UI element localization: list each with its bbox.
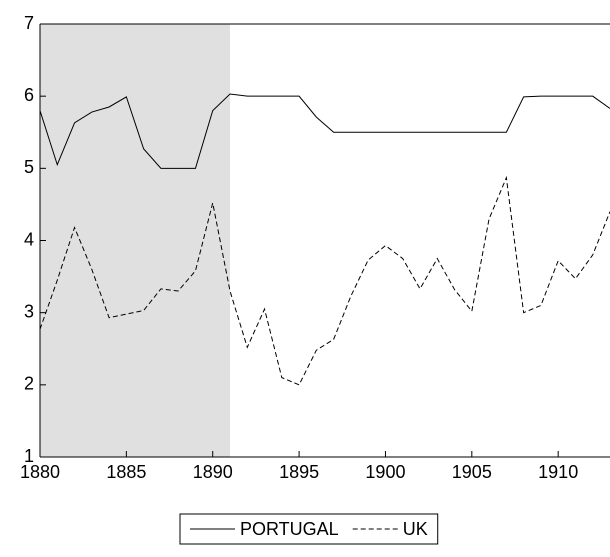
x-tick-label: 1900	[365, 462, 405, 482]
shaded-region	[40, 24, 230, 457]
y-tick-label: 1	[24, 446, 34, 466]
legend-label: PORTUGAL	[240, 519, 339, 539]
y-tick-label: 5	[24, 157, 34, 177]
y-tick-label: 6	[24, 85, 34, 105]
x-tick-label: 1905	[452, 462, 492, 482]
y-tick-label: 7	[24, 13, 34, 33]
x-tick-label: 1885	[106, 462, 146, 482]
legend-label: UK	[403, 519, 428, 539]
y-tick-label: 4	[24, 229, 34, 249]
x-tick-label: 1890	[193, 462, 233, 482]
x-tick-label: 1910	[538, 462, 578, 482]
legend: PORTUGAL UK	[179, 513, 439, 545]
series-line	[39, 93, 610, 169]
x-tick-label: 1895	[279, 462, 319, 482]
y-tick-label: 3	[24, 301, 34, 321]
x-tick-label: 1880	[20, 462, 60, 482]
y-tick-label: 2	[24, 374, 34, 394]
